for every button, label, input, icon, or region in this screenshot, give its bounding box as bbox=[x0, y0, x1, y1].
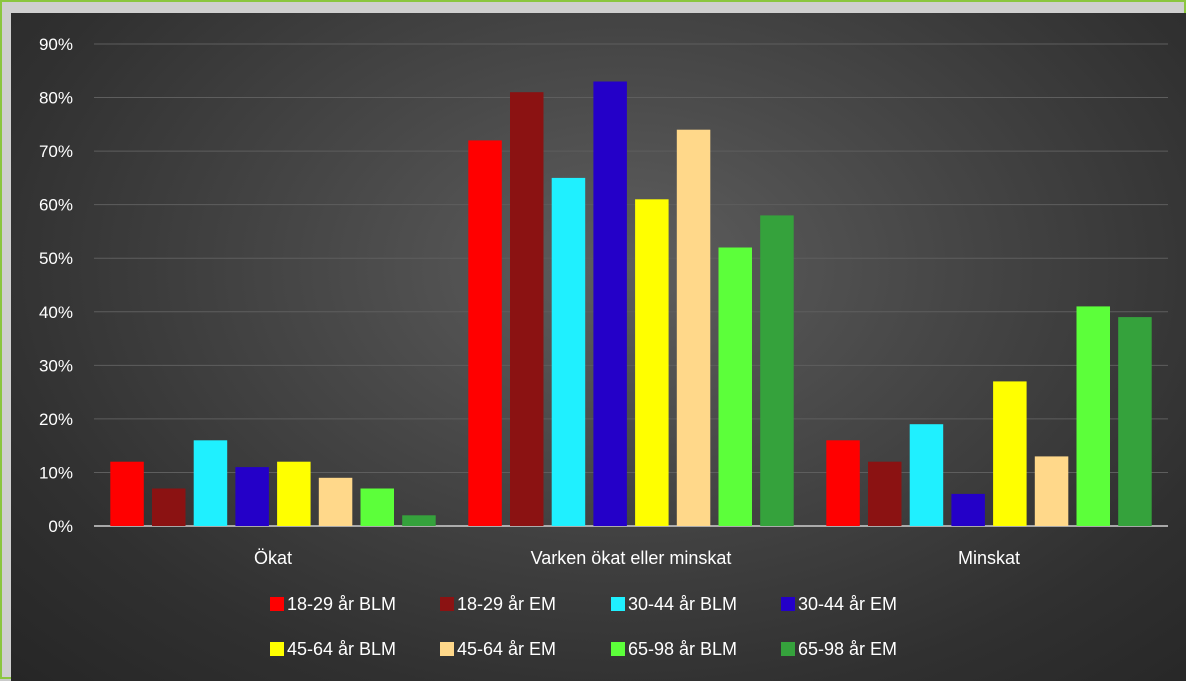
bar bbox=[909, 424, 944, 526]
y-tick-label: 80% bbox=[39, 89, 73, 108]
chart-panel: 0% 10% 20% 30% 40% 50% 60% 70% 80% 90% Ökat Varken… bbox=[11, 13, 1186, 681]
legend-swatch bbox=[781, 642, 795, 656]
bar bbox=[402, 515, 436, 526]
legend-label: 65-98 år BLM bbox=[628, 639, 737, 659]
bar bbox=[360, 488, 394, 526]
legend-swatch bbox=[440, 642, 454, 656]
legend-label: 30-44 år BLM bbox=[628, 594, 737, 614]
bar bbox=[1076, 306, 1110, 526]
bar bbox=[235, 467, 269, 526]
y-tick-label: 30% bbox=[39, 356, 73, 375]
bar bbox=[635, 199, 669, 527]
legend-swatch bbox=[611, 642, 625, 656]
gridlines bbox=[94, 43, 1168, 527]
legend-label: 18-29 år BLM bbox=[287, 594, 396, 614]
y-tick-label: 40% bbox=[39, 303, 73, 322]
legend-label: 30-44 år EM bbox=[798, 594, 897, 614]
y-tick-label: 20% bbox=[39, 410, 73, 429]
bar bbox=[676, 129, 711, 526]
bar bbox=[468, 140, 502, 526]
legend: 18-29 år BLM 18-29 år EM 30-44 år BLM 30-44… bbox=[270, 594, 897, 659]
legend-label: 65-98 år EM bbox=[798, 639, 897, 659]
bars bbox=[110, 81, 1152, 527]
legend-label: 18-29 år EM bbox=[457, 594, 556, 614]
bar bbox=[951, 493, 985, 526]
bar bbox=[152, 488, 186, 526]
bar bbox=[110, 461, 144, 526]
bar bbox=[993, 381, 1027, 526]
bar bbox=[318, 477, 353, 526]
legend-swatch bbox=[611, 597, 625, 611]
bar bbox=[760, 215, 794, 526]
y-tick-label: 70% bbox=[39, 142, 73, 161]
y-tick-label: 50% bbox=[39, 249, 73, 268]
x-axis: Ökat Varken ökat eller minskat Minskat bbox=[254, 548, 1020, 568]
bar bbox=[1118, 317, 1152, 526]
legend-label: 45-64 år BLM bbox=[287, 639, 396, 659]
bar bbox=[593, 81, 627, 526]
y-tick-label: 0% bbox=[48, 517, 73, 536]
y-axis: 0% 10% 20% 30% 40% 50% 60% 70% 80% 90% bbox=[39, 35, 73, 536]
bar bbox=[826, 440, 860, 526]
legend-swatch bbox=[440, 597, 454, 611]
y-tick-label: 90% bbox=[39, 35, 73, 54]
legend-swatch bbox=[270, 642, 284, 656]
legend-swatch bbox=[270, 597, 284, 611]
bar bbox=[718, 247, 752, 526]
bar bbox=[193, 440, 228, 526]
bar bbox=[1034, 456, 1069, 526]
bar bbox=[551, 177, 586, 526]
x-category-label: Varken ökat eller minskat bbox=[531, 548, 732, 568]
y-tick-label: 10% bbox=[39, 463, 73, 482]
bar bbox=[868, 461, 902, 526]
bar-chart: 0% 10% 20% 30% 40% 50% 60% 70% 80% 90% Ökat Varken… bbox=[39, 35, 1168, 659]
legend-swatch bbox=[781, 597, 795, 611]
bar bbox=[510, 92, 544, 526]
y-tick-label: 60% bbox=[39, 196, 73, 215]
x-category-label: Minskat bbox=[958, 548, 1020, 568]
x-category-label: Ökat bbox=[254, 548, 292, 568]
bar bbox=[277, 461, 311, 526]
legend-label: 45-64 år EM bbox=[457, 639, 556, 659]
